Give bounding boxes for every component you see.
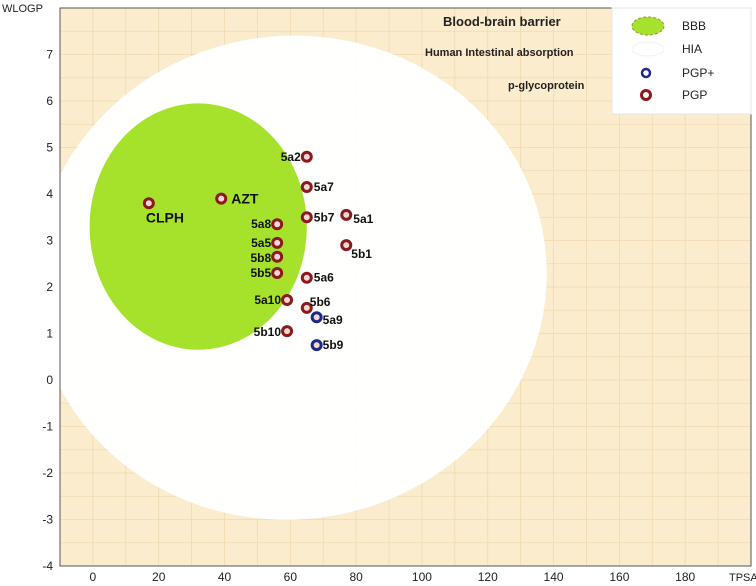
data-point-5a9 (310, 311, 323, 324)
data-point-5b6 (300, 301, 313, 314)
x-tick-label: 60 (284, 570, 298, 584)
point-label-5a2: 5a2 (281, 150, 301, 164)
data-point-5a10 (281, 294, 294, 307)
x-tick-label: 160 (609, 570, 629, 584)
point-label-5a7: 5a7 (314, 180, 334, 194)
y-tick-label: 1 (46, 327, 53, 341)
x-tick-label: 0 (90, 570, 97, 584)
data-point-azt (215, 192, 228, 205)
y-tick-label: 7 (46, 48, 53, 62)
data-point-5b5 (271, 267, 284, 280)
legend-label: PGP+ (682, 66, 714, 80)
y-axis-label: WLOGP (2, 3, 43, 15)
x-axis-label: TPSA (729, 572, 756, 584)
annotation-bbb: Blood-brain barrier (443, 14, 561, 29)
data-point-5b9 (310, 339, 323, 352)
point-label-5b9: 5b9 (323, 338, 344, 352)
x-tick-label: 180 (675, 570, 695, 584)
x-tick-label: 80 (349, 570, 363, 584)
data-point-5b7 (300, 211, 313, 224)
annotation-pgp: p-glycoprotein (508, 80, 585, 92)
data-point-5b1 (340, 239, 353, 252)
data-point-5a1 (340, 208, 353, 221)
point-label-5b8: 5b8 (250, 251, 271, 265)
point-label-5b7: 5b7 (314, 210, 335, 224)
legend-label: HIA (682, 42, 702, 56)
data-point-5a6 (300, 271, 313, 284)
point-label-5b10: 5b10 (254, 325, 282, 339)
data-point-5a2 (300, 150, 313, 163)
bbb-region (89, 103, 307, 350)
y-tick-label: 2 (46, 280, 53, 294)
data-point-clph (142, 197, 155, 210)
data-point-5b10 (281, 325, 294, 338)
x-tick-label: 100 (412, 570, 432, 584)
point-label-5b1: 5b1 (351, 247, 372, 261)
y-tick-label: 4 (46, 187, 53, 201)
point-label-5a6: 5a6 (314, 271, 334, 285)
point-label-5a10: 5a10 (254, 293, 281, 307)
legend-swatch-pgp (640, 89, 652, 101)
point-label-5a5: 5a5 (251, 236, 271, 250)
x-tick-label: 20 (152, 570, 166, 584)
annotation-hia: Human Intestinal absorption (425, 47, 574, 59)
y-tick-label: 3 (46, 234, 53, 248)
legend-swatch-pgp-plus (640, 67, 652, 79)
legend-label: PGP (682, 88, 707, 102)
data-point-5b8 (271, 250, 284, 263)
y-tick-label: -4 (42, 559, 53, 573)
legend-swatch-bbb (631, 16, 665, 36)
data-point-5a5 (271, 236, 284, 249)
point-label-azt: AZT (231, 191, 259, 207)
x-tick-label: 120 (478, 570, 498, 584)
plot-border (59, 7, 752, 567)
x-tick-label: 40 (218, 570, 232, 584)
y-tick-label: 5 (46, 141, 53, 155)
point-label-5b6: 5b6 (310, 295, 331, 309)
point-label-5a9: 5a9 (323, 313, 343, 327)
x-tick-label: 140 (544, 570, 564, 584)
point-label-5a1: 5a1 (353, 212, 373, 226)
y-tick-label: 6 (46, 94, 53, 108)
y-tick-label: -3 (42, 513, 53, 527)
point-label-5b5: 5b5 (250, 266, 271, 280)
point-label-5a8: 5a8 (251, 217, 271, 231)
y-tick-label: 0 (46, 373, 53, 387)
y-tick-label: -1 (42, 420, 53, 434)
data-point-5a8 (271, 218, 284, 231)
legend-label: BBB (682, 19, 706, 33)
y-tick-label: -2 (42, 466, 53, 480)
point-label-clph: CLPH (146, 209, 184, 225)
data-point-5a7 (300, 181, 313, 194)
legend-swatch-hia (631, 41, 665, 57)
